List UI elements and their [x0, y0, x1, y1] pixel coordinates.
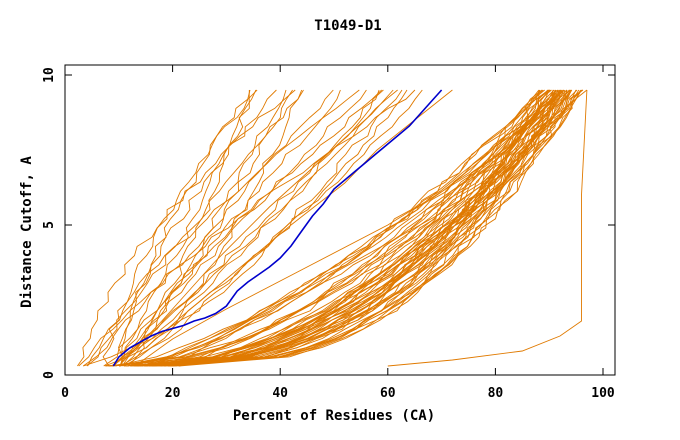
model-line-82	[145, 89, 453, 349]
model-line-68	[151, 89, 573, 367]
model-line-39	[149, 89, 540, 367]
x-tick-label-40: 40	[272, 386, 288, 401]
model-line-77	[168, 89, 556, 367]
model-line-35	[141, 89, 561, 367]
model-line-13	[121, 89, 277, 367]
model-line-53	[160, 89, 568, 367]
model-line-57	[112, 89, 557, 367]
x-axis-label: Percent of Residues (CA)	[233, 408, 435, 424]
model-line-18	[103, 89, 257, 367]
x-tick-label-60: 60	[380, 386, 396, 401]
model-line-10	[112, 89, 293, 367]
model-line-60	[144, 89, 572, 367]
plot-frame	[64, 64, 616, 376]
model-line-76	[131, 89, 554, 367]
model-line-72	[172, 89, 540, 367]
model-line-50	[170, 89, 578, 367]
model-line-15	[111, 89, 398, 367]
model-line-81	[387, 89, 588, 367]
model-line-11	[111, 89, 380, 367]
model-line-79	[134, 89, 588, 367]
model-line-7	[128, 89, 250, 367]
model-line-41	[157, 89, 562, 367]
model-line-20	[118, 89, 251, 367]
y-axis-ticks: 0 5 10	[42, 67, 615, 379]
model-line-1	[78, 89, 416, 367]
x-tick-label-100: 100	[591, 386, 615, 401]
model-line-73	[115, 89, 568, 367]
model-line-33	[136, 89, 544, 367]
model-line-78	[285, 89, 582, 352]
y-tick-label-0: 0	[42, 371, 57, 379]
model-line-55	[148, 89, 550, 367]
chart-title: T1049-D1	[314, 18, 381, 34]
x-axis-ticks: 0 20 40 60 80 100	[61, 65, 615, 401]
model-line-21	[82, 89, 334, 367]
model-line-8	[87, 89, 360, 367]
model-line-67	[105, 89, 551, 367]
model-line-83	[118, 89, 394, 367]
model-line-30	[139, 89, 577, 367]
x-tick-label-20: 20	[165, 386, 181, 401]
highlight-model-line	[112, 89, 443, 367]
model-line-22	[118, 89, 384, 367]
model-line-9	[120, 89, 408, 367]
model-line-62	[178, 89, 571, 367]
model-line-70	[145, 89, 550, 367]
x-tick-label-80: 80	[488, 386, 504, 401]
model-line-38	[155, 89, 564, 367]
x-tick-label-0: 0	[61, 386, 69, 401]
model-line-16	[121, 89, 367, 367]
model-line-6	[122, 89, 287, 367]
model-line-34	[168, 89, 562, 367]
model-line-66	[151, 89, 568, 367]
y-tick-label-5: 5	[42, 221, 57, 229]
series-layer	[77, 89, 588, 367]
model-line-75	[135, 89, 581, 367]
model-line-80	[188, 89, 572, 358]
model-line-19	[104, 89, 403, 367]
model-line-3	[113, 89, 341, 367]
y-axis-label: Distance Cutoff, A	[19, 156, 35, 308]
y-tick-label-10: 10	[42, 67, 57, 83]
